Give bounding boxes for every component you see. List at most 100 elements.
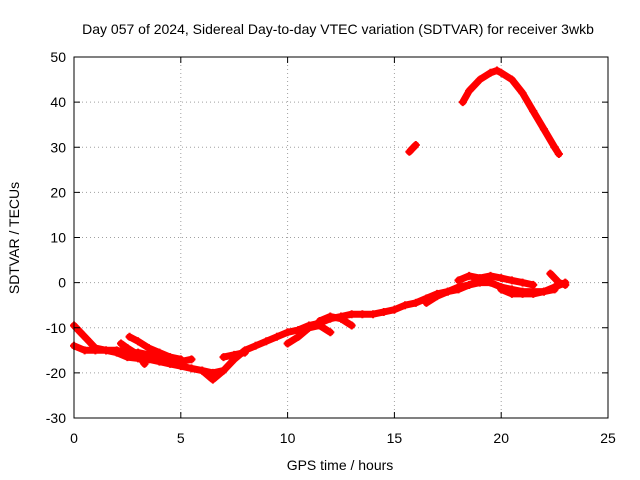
data-point [112, 346, 121, 355]
data-point [123, 344, 132, 353]
y-tick-label: 0 [58, 275, 66, 291]
data-point [337, 314, 345, 323]
x-tick-label: 15 [387, 430, 403, 446]
data-point [475, 274, 484, 283]
series-band [405, 141, 420, 156]
data-point [454, 285, 463, 294]
data-point [125, 332, 134, 341]
series-sat-track-i [422, 276, 484, 307]
y-tick-label: -10 [46, 320, 66, 336]
data-point [347, 321, 356, 330]
y-tick-label: -30 [46, 410, 66, 426]
series-sat-track-h [315, 312, 356, 330]
data-point [433, 292, 442, 301]
data-point [208, 375, 217, 384]
data-point [475, 75, 484, 84]
data-point [518, 89, 527, 98]
data-point [230, 350, 239, 359]
data-point [102, 346, 111, 355]
series-band [117, 340, 148, 368]
data-point [550, 285, 559, 294]
data-point [550, 274, 559, 283]
data-points [70, 66, 570, 384]
data-point [497, 68, 506, 77]
data-point [272, 332, 281, 341]
data-point [326, 312, 335, 321]
data-point [465, 86, 474, 95]
series-sat-track-j [454, 271, 538, 289]
series-sat-track-c [125, 332, 185, 364]
x-tick-label: 20 [493, 430, 509, 446]
data-point [82, 335, 91, 344]
data-point [507, 75, 516, 84]
series-sat-track-m [405, 140, 420, 156]
data-point [465, 280, 474, 289]
data-point [546, 269, 555, 278]
data-point [144, 344, 153, 353]
data-point [539, 125, 548, 134]
data-point [283, 328, 292, 337]
series-sat-track-l [546, 269, 570, 289]
data-point [486, 278, 495, 287]
data-point [507, 276, 516, 285]
data-point [422, 298, 431, 307]
data-point [91, 346, 100, 355]
data-point [529, 280, 538, 289]
series-sat-track-d [116, 339, 149, 368]
data-point [458, 98, 467, 107]
series-sat-track-k [497, 285, 559, 298]
series-band [546, 270, 569, 289]
data-point [187, 355, 196, 364]
data-point [497, 274, 506, 283]
data-point [401, 301, 410, 310]
data-point [144, 350, 153, 359]
data-point [492, 66, 501, 75]
data-point [304, 323, 313, 332]
data-point [529, 289, 538, 298]
data-point [454, 276, 463, 285]
data-point [176, 355, 185, 364]
data-point [326, 328, 335, 337]
data-point [76, 328, 85, 337]
data-point [358, 310, 367, 319]
data-point [390, 305, 399, 314]
data-point [219, 366, 228, 375]
data-point [518, 289, 527, 298]
chart-title: Day 057 of 2024, Sidereal Day-to-day VTE… [82, 21, 594, 37]
x-axis-label: GPS time / hours [287, 457, 394, 473]
data-point [539, 287, 548, 296]
data-point [550, 143, 559, 152]
data-point [134, 350, 143, 359]
data-point [134, 337, 143, 346]
y-axis-label: SDTVAR / TECUs [6, 182, 22, 294]
data-point [166, 353, 175, 362]
series-sat-track-f [219, 348, 249, 362]
x-tick-label: 25 [600, 430, 616, 446]
y-tick-label: 50 [50, 49, 66, 65]
data-point [486, 68, 495, 77]
data-point [411, 140, 420, 149]
data-point [465, 271, 474, 280]
data-point [379, 307, 388, 316]
y-tick-label: -20 [46, 365, 66, 381]
data-point [219, 353, 228, 362]
data-point [486, 271, 495, 280]
series-band [316, 313, 356, 329]
data-point [198, 366, 207, 375]
data-point [283, 339, 292, 348]
series-sat-track-n [458, 66, 563, 159]
data-point [369, 310, 378, 319]
data-point [80, 346, 89, 355]
data-point [443, 287, 452, 296]
data-point [507, 289, 516, 298]
series-sat-track-g [283, 321, 335, 348]
y-tick-label: 20 [50, 184, 66, 200]
data-point [554, 150, 563, 159]
data-point [187, 364, 196, 373]
data-point [315, 316, 324, 325]
data-point [116, 339, 125, 348]
y-tick-label: 40 [50, 94, 66, 110]
axis-ticks: -30 -20 -10 0 10 20 30 40 50 0 5 10 15 20 25 [46, 49, 616, 446]
